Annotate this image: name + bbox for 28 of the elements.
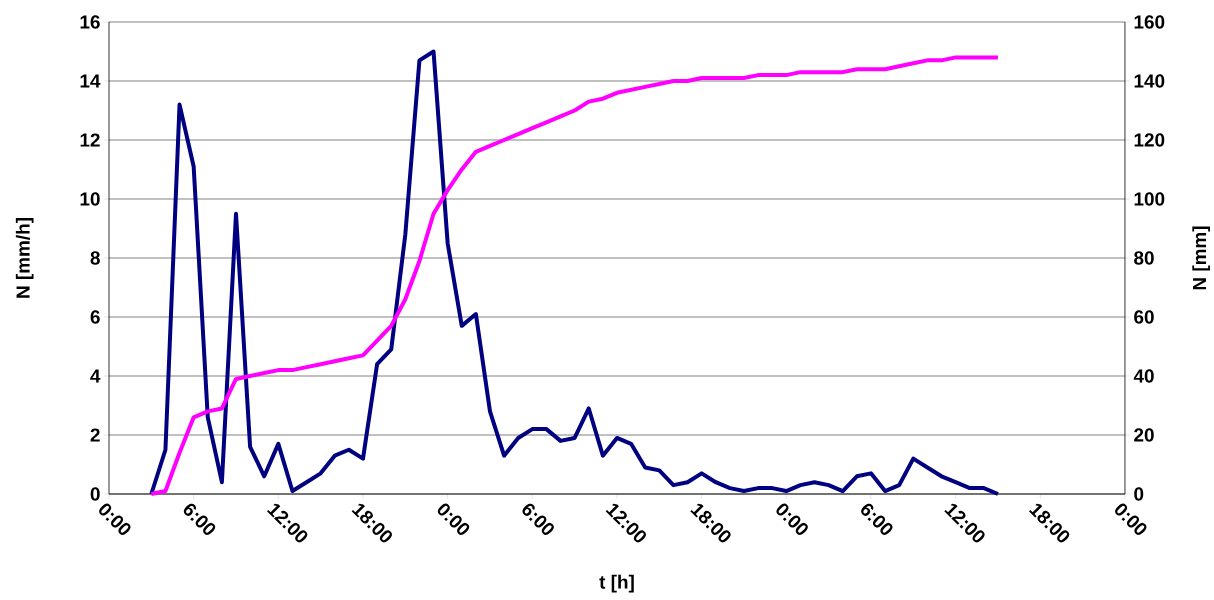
x-tick-label: 0:00 xyxy=(437,503,470,535)
y2-tick-label: 20 xyxy=(1134,428,1154,442)
y-tick-label: 12 xyxy=(80,133,100,147)
x-tick-label: 0:00 xyxy=(99,503,131,535)
y-tick-label: 6 xyxy=(90,310,100,324)
x-tick-label: 6:00 xyxy=(861,503,893,535)
y-axis-title: N [mm/h] xyxy=(15,218,34,298)
y2-tick-label: 120 xyxy=(1134,133,1165,147)
x-tick-label: 0:00 xyxy=(1115,503,1147,535)
x-tick-label: 6:00 xyxy=(183,503,216,535)
y-tick-label: 14 xyxy=(80,74,101,88)
y2-tick-label: 100 xyxy=(1134,192,1165,206)
y2-tick-label: 60 xyxy=(1134,310,1154,324)
y-tick-label: 10 xyxy=(80,192,100,206)
y-tick-label: 16 xyxy=(80,15,100,29)
y-tick-label: 0 xyxy=(90,487,100,501)
y2-tick-label: 80 xyxy=(1134,251,1154,265)
x-tick-label: 6:00 xyxy=(522,503,554,535)
x-tick-label: 0:00 xyxy=(776,503,808,535)
y-tick-label: 2 xyxy=(90,428,100,442)
y2-tick-label: 40 xyxy=(1133,369,1154,383)
y-tick-label: 4 xyxy=(90,369,101,383)
y2-axis-title: N [mm] xyxy=(1192,226,1210,290)
y2-tick-label: 160 xyxy=(1134,15,1165,29)
y-tick-label: 8 xyxy=(90,251,100,265)
x-axis-title: t [h] xyxy=(599,574,634,593)
y2-tick-label: 0 xyxy=(1134,487,1144,501)
y2-tick-label: 140 xyxy=(1134,74,1165,88)
